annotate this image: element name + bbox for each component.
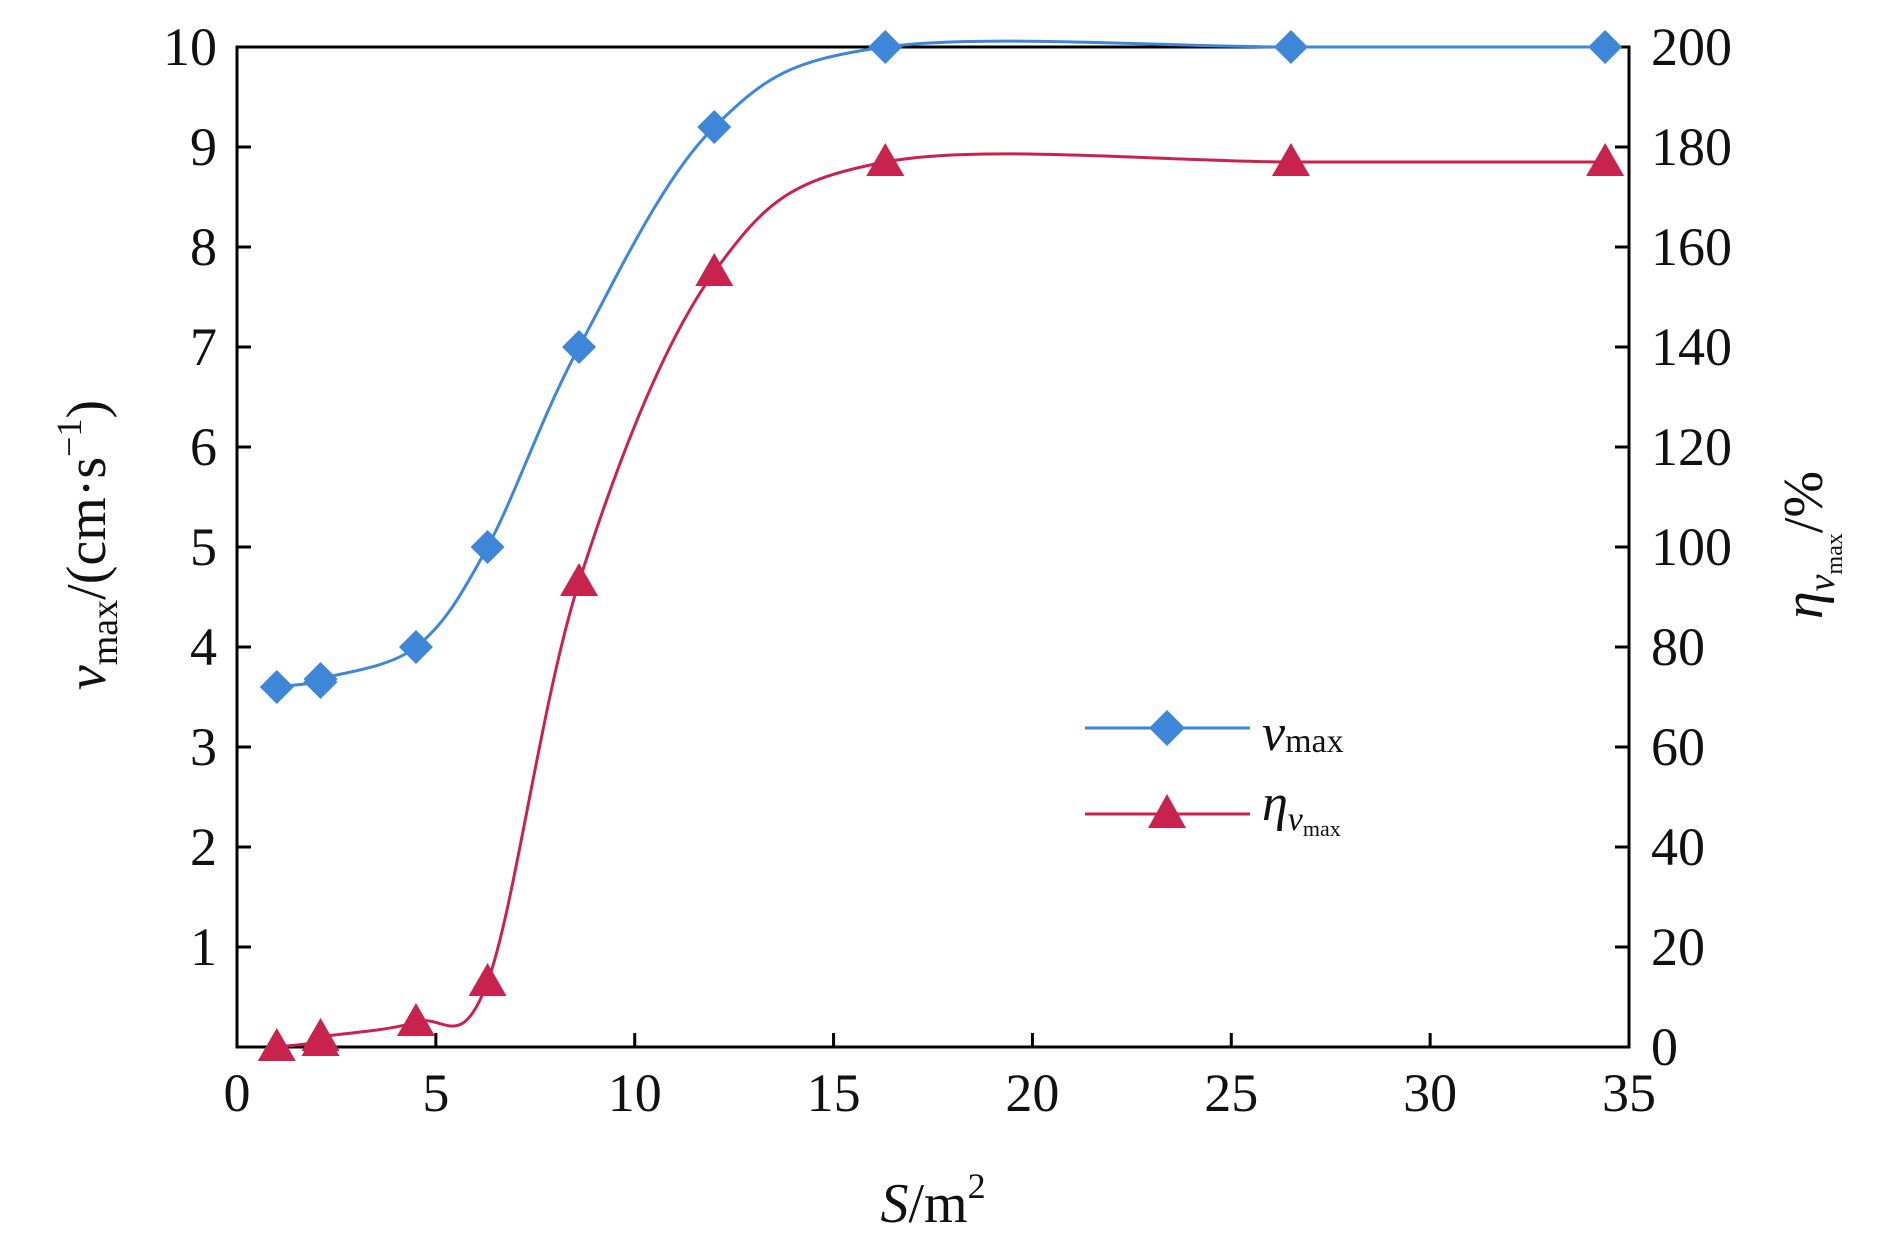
data-point-eta	[396, 1003, 435, 1036]
data-point-vmax	[1273, 30, 1308, 64]
y-right-tick-label: 60	[1651, 717, 1705, 777]
data-point-eta	[257, 1028, 296, 1061]
x-axis-label: S/m2	[880, 1166, 985, 1235]
y-left-tick-label: 7	[190, 317, 217, 377]
legend-item-vmax: vmax	[1085, 705, 1344, 762]
y-left-tick-label: 5	[190, 517, 217, 577]
y-left-tick-label: 9	[190, 117, 217, 177]
y-left-tick-label: 8	[190, 217, 217, 277]
data-point-eta	[301, 1018, 340, 1051]
series-line-eta	[276, 152, 1606, 1049]
y-left-tick-label: 1	[190, 917, 217, 977]
y-right-tick-label: 120	[1651, 417, 1732, 477]
legend-item-eta: ηvmax	[1085, 775, 1341, 841]
y-axis-left-label: vmax/(cm·s−1)	[49, 400, 126, 690]
data-point-vmax	[470, 530, 505, 564]
data-point-eta	[695, 253, 734, 286]
data-point-vmax	[398, 630, 433, 664]
data-point-vmax	[562, 330, 597, 364]
data-point-eta	[866, 143, 905, 176]
legend-label-vmax: vmax	[1262, 705, 1344, 762]
y-right-tick-label: 200	[1651, 17, 1732, 77]
x-tick-label: 20	[1005, 1063, 1059, 1123]
y-right-tick-label: 80	[1651, 617, 1705, 677]
y-axis-right-label: ηvmax/%	[1773, 471, 1848, 619]
data-point-vmax	[868, 30, 903, 64]
y-left-tick-label: 4	[190, 617, 217, 677]
legend: vmax ηvmax	[1085, 705, 1344, 841]
y-right-tick-label: 100	[1651, 517, 1732, 577]
x-tick-label: 5	[422, 1063, 449, 1123]
data-point-vmax	[259, 670, 294, 704]
data-point-vmax	[697, 110, 732, 144]
legend-marker-eta	[1148, 794, 1186, 828]
y-right-tick-label: 0	[1651, 1017, 1678, 1077]
x-tick-label: 0	[224, 1063, 251, 1123]
data-point-eta	[1586, 143, 1625, 176]
x-tick-label: 25	[1204, 1063, 1258, 1123]
x-tick-label: 35	[1602, 1063, 1656, 1123]
series-line-vmax	[276, 39, 1606, 689]
y-left-tick-label: 6	[190, 417, 217, 477]
legend-marker-vmax	[1149, 710, 1185, 746]
series-layer	[257, 30, 1625, 1061]
data-point-eta	[560, 563, 599, 596]
plot-frame	[235, 45, 1631, 1049]
x-tick-label: 15	[807, 1063, 861, 1123]
y-right-tick-label: 140	[1651, 317, 1732, 377]
legend-label-eta: ηvmax	[1262, 775, 1341, 841]
data-point-vmax	[303, 662, 338, 696]
y-left-tick-label: 10	[163, 17, 217, 77]
y-right-tick-label: 40	[1651, 817, 1705, 877]
y-right-tick-label: 20	[1651, 917, 1705, 977]
x-tick-label: 10	[608, 1063, 662, 1123]
data-point-eta	[1271, 143, 1310, 176]
x-tick-label: 30	[1403, 1063, 1457, 1123]
y-left-tick-label: 3	[190, 717, 217, 777]
ticks-layer: 0 5 10 15 20 25 30 3512345678910020406080100120…	[163, 17, 1732, 1123]
y-right-tick-label: 160	[1651, 217, 1732, 277]
y-right-tick-label: 180	[1651, 117, 1732, 177]
y-left-tick-label: 2	[190, 817, 217, 877]
data-point-eta	[468, 963, 507, 996]
data-point-vmax	[1588, 30, 1623, 64]
